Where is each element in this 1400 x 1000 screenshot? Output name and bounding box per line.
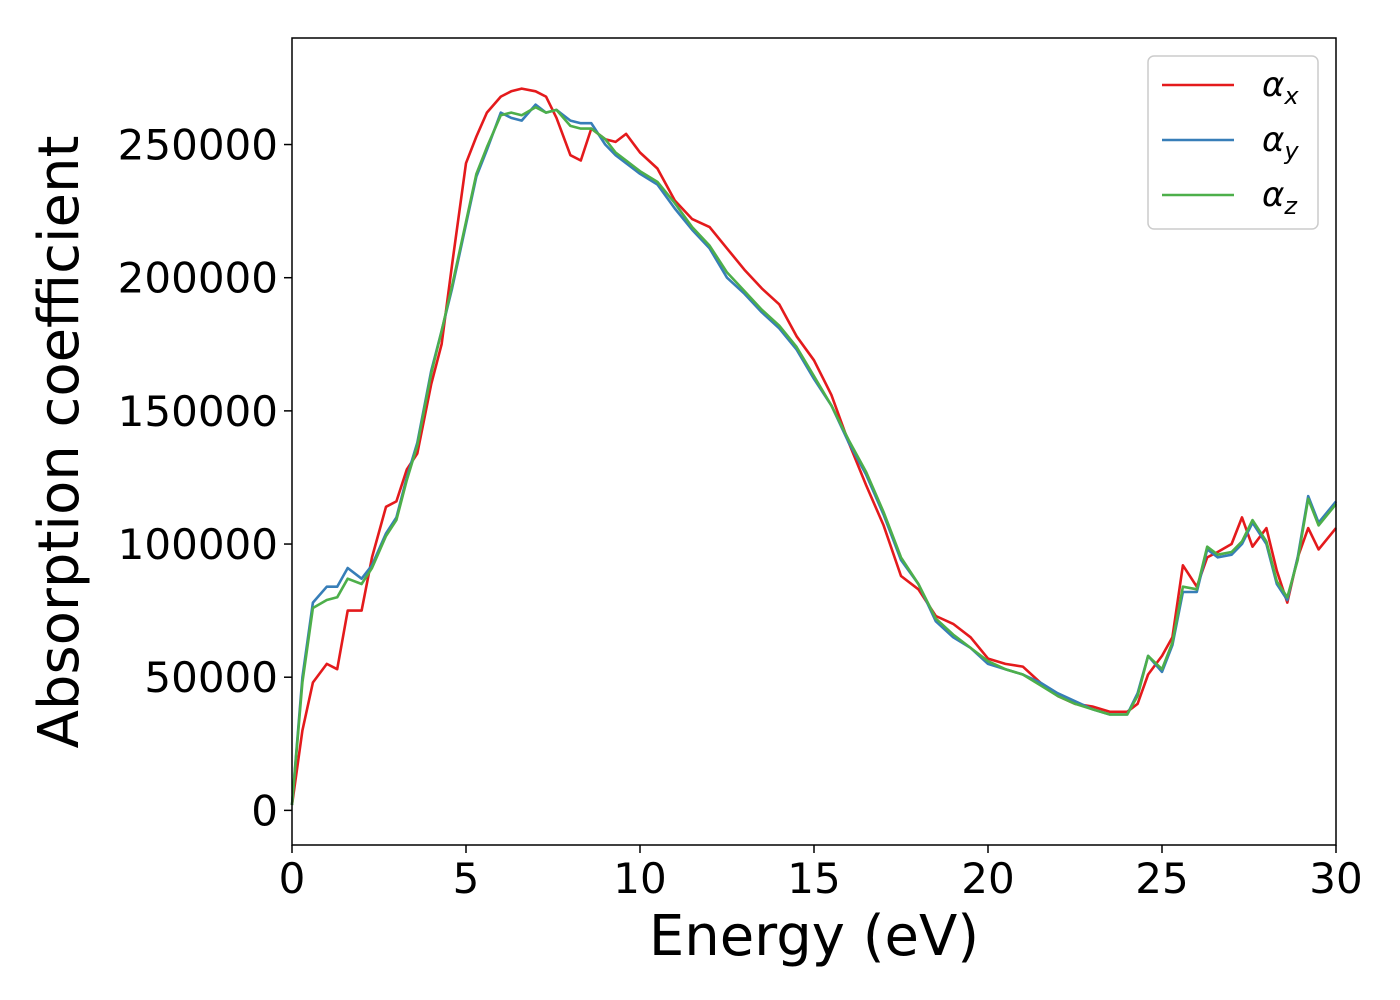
legend: αx αy αz [1147,55,1319,230]
legend-box [1147,55,1319,230]
plot-lines [290,87,1338,806]
x-axis: 0 5 10 15 20 25 30 [279,845,1363,903]
y-axis: 0 50000 100000 150000 200000 250000 [118,121,292,835]
x-tick-label: 30 [1309,854,1362,903]
x-tick-label: 25 [1135,854,1188,903]
x-tick-label: 20 [961,854,1014,903]
y-tick-label: 100000 [118,520,278,569]
y-tick-label: 200000 [118,254,278,303]
x-tick-label: 15 [787,854,840,903]
y-tick-label: 150000 [118,387,278,436]
series-line-alpha-x [290,87,1338,806]
series-line-alpha-z [290,105,1338,806]
legend-label: αy [1262,120,1299,165]
x-tick-label: 10 [613,854,666,903]
x-tick-label: 5 [453,854,480,903]
y-tick-label: 250000 [118,121,278,170]
x-tick-label: 0 [279,854,306,903]
y-tick-label: 50000 [144,653,278,702]
legend-label: αz [1262,175,1298,220]
y-tick-label: 0 [251,786,278,835]
x-axis-title: Energy (eV) [649,904,979,969]
legend-label: αx [1262,65,1299,110]
y-axis-title: Absorption coefficient [27,136,92,749]
